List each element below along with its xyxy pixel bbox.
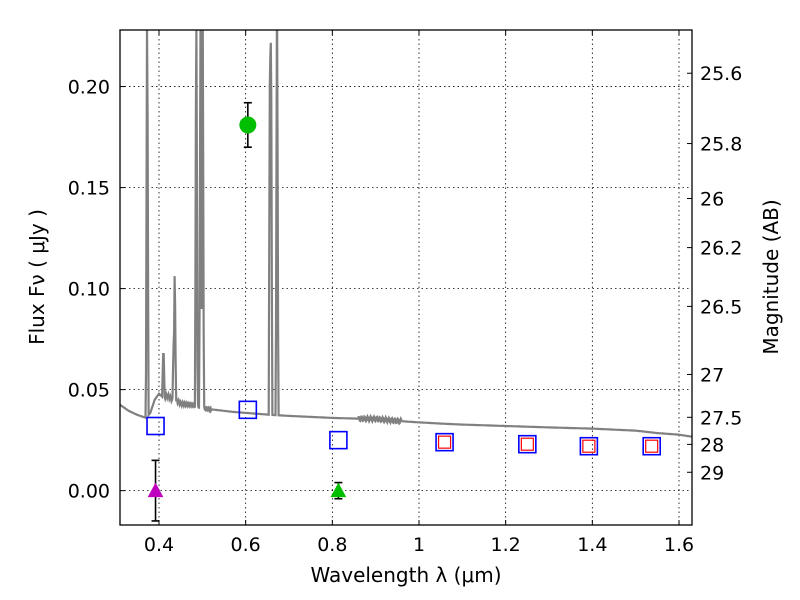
model-magnitude-point [579, 436, 599, 456]
y-tick-label: 0.05 [68, 380, 110, 402]
x-axis-label: Wavelength λ (μm) [310, 563, 501, 587]
model-magnitude-point [642, 436, 662, 456]
right-tick-label: 25.8 [700, 134, 742, 156]
grid [120, 30, 692, 525]
detection-point [239, 116, 257, 134]
right-tick-label: 26 [700, 189, 724, 211]
model-spectrum-line [120, 30, 692, 438]
x-tick-label: 0.4 [144, 534, 174, 556]
model-spectrum [120, 30, 692, 438]
model-magnitude-point [435, 432, 454, 452]
right-tick-label: 27.5 [700, 407, 742, 429]
y-tick-label: 0.15 [68, 178, 110, 200]
model-flux-point [645, 439, 659, 453]
x-tick-label: 1.6 [664, 534, 694, 556]
x-tick-label: 0.6 [231, 534, 261, 556]
model-flux-point [437, 435, 452, 449]
right-tick-label: 25.6 [700, 63, 742, 85]
y-tick-label: 0.00 [68, 481, 110, 503]
data-markers [146, 101, 662, 522]
y-axis-label-left: Flux Fν ( μJy ) [25, 209, 49, 345]
y-axis-label-right: Magnitude (AB) [759, 199, 783, 354]
right-tick-label: 29 [700, 462, 724, 484]
right-tick-label: 26.5 [700, 296, 742, 318]
model-flux-point [520, 437, 534, 451]
model-magnitude-point [146, 416, 165, 436]
x-tick-label: 1.2 [491, 534, 521, 556]
plot-frame [119, 29, 693, 526]
model-magnitude-point [518, 434, 537, 454]
model-magnitude-point [238, 400, 258, 420]
x-tick-label: 1 [413, 534, 425, 556]
right-tick-label: 26.2 [700, 238, 742, 260]
upper-limit-point [147, 482, 164, 498]
y-tick-label: 0.20 [68, 77, 110, 99]
axes: 0.4 0.6 0.8 1 1.2 1.4 1.6 0.00 0.05 0.10 0.15 0.20 2… [68, 30, 742, 556]
model-magnitude-point [329, 430, 348, 450]
model-flux-point [582, 439, 596, 453]
right-tick-label: 28 [700, 434, 724, 456]
x-tick-label: 1.4 [577, 534, 607, 556]
x-tick-label: 0.8 [317, 534, 347, 556]
right-tick-label: 27 [700, 364, 724, 386]
y-tick-label: 0.10 [68, 279, 110, 301]
upper-limit-point [330, 482, 347, 498]
